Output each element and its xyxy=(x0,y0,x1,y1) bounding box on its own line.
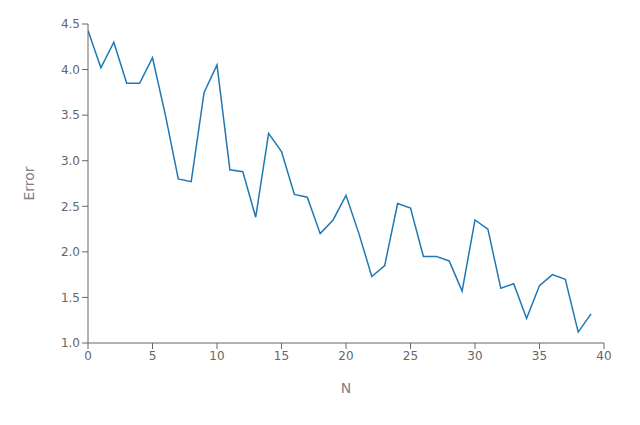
svg-text:30: 30 xyxy=(467,349,482,363)
svg-text:40: 40 xyxy=(596,349,611,363)
svg-text:15: 15 xyxy=(274,349,289,363)
svg-text:25: 25 xyxy=(403,349,418,363)
svg-text:2.5: 2.5 xyxy=(61,200,80,214)
svg-text:35: 35 xyxy=(532,349,547,363)
svg-text:4.0: 4.0 xyxy=(61,63,80,77)
svg-text:1.5: 1.5 xyxy=(61,291,80,305)
svg-text:1.0: 1.0 xyxy=(61,336,80,350)
svg-text:N: N xyxy=(341,380,351,396)
svg-text:Error: Error xyxy=(21,166,37,200)
svg-text:0: 0 xyxy=(84,349,92,363)
svg-text:10: 10 xyxy=(209,349,224,363)
svg-text:5: 5 xyxy=(149,349,157,363)
svg-text:4.5: 4.5 xyxy=(61,17,80,31)
svg-text:3.5: 3.5 xyxy=(61,108,80,122)
svg-text:20: 20 xyxy=(338,349,353,363)
svg-text:3.0: 3.0 xyxy=(61,154,80,168)
svg-text:2.0: 2.0 xyxy=(61,245,80,259)
